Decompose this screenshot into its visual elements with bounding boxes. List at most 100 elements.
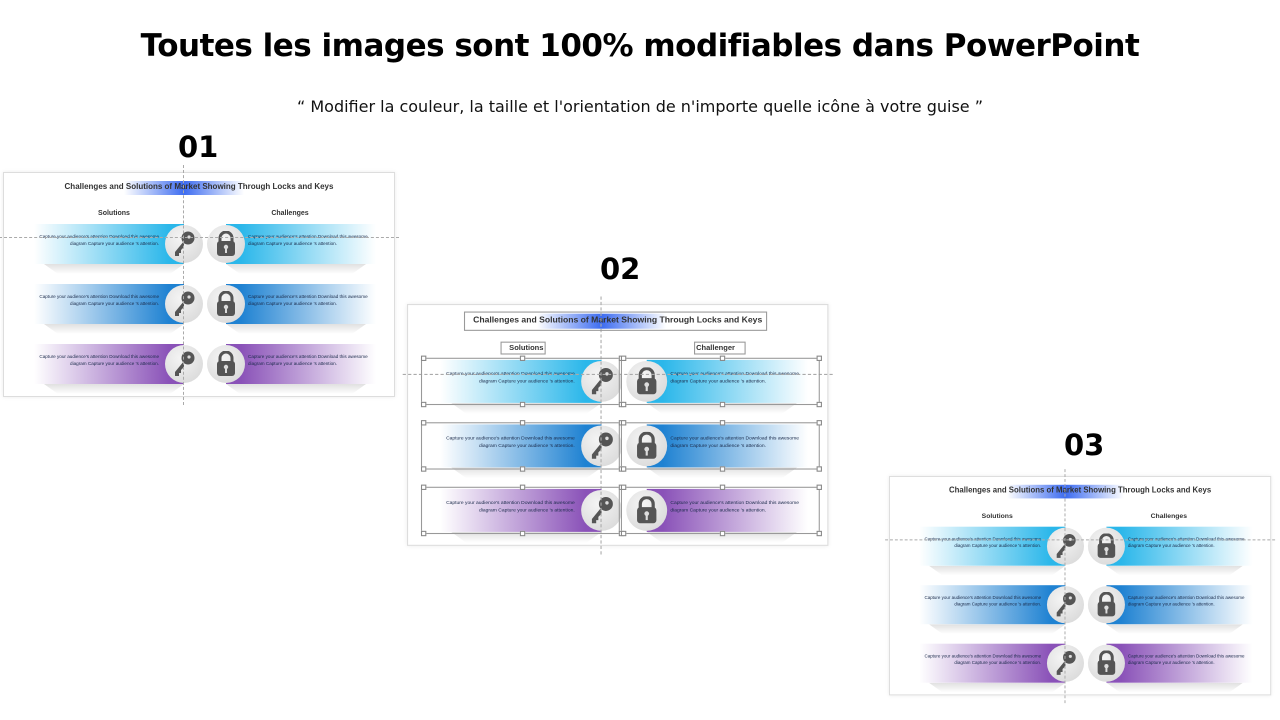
challenge-text: Capture your audience's attention Downlo… bbox=[670, 370, 799, 384]
resize-handle[interactable] bbox=[519, 530, 526, 537]
title-highlight bbox=[124, 181, 244, 195]
solution-band bbox=[440, 359, 602, 403]
resize-handle[interactable] bbox=[620, 420, 627, 426]
key-icon bbox=[165, 285, 203, 323]
key-icon bbox=[1046, 527, 1084, 565]
solution-band bbox=[34, 224, 184, 264]
selection-box[interactable] bbox=[420, 486, 620, 535]
lock-icon bbox=[1087, 586, 1125, 624]
horizontal-guide bbox=[402, 373, 833, 375]
solution-text: Capture your audience's attention Downlo… bbox=[39, 294, 159, 306]
lock-icon bbox=[207, 345, 245, 383]
lock-icon bbox=[626, 425, 668, 467]
slide-subtitle: “ Modifier la couleur, la taille et l'or… bbox=[296, 97, 984, 116]
solution-text: Capture your audience's attention Downlo… bbox=[446, 499, 575, 513]
band-shadow bbox=[1106, 624, 1243, 634]
resize-handle[interactable] bbox=[620, 401, 627, 408]
resize-handle[interactable] bbox=[719, 484, 726, 490]
resize-handle[interactable] bbox=[420, 401, 427, 408]
resize-handle[interactable] bbox=[816, 355, 822, 361]
vertical-guide bbox=[600, 296, 602, 555]
band-shadow bbox=[1106, 565, 1243, 576]
solution-band bbox=[440, 424, 602, 468]
band-shadow bbox=[646, 402, 798, 414]
solution-band bbox=[440, 488, 602, 532]
challenge-text: Capture your audience's attention Downlo… bbox=[1127, 653, 1245, 665]
slide-preview-02: Challenges and Solutions of Market Showi… bbox=[402, 296, 833, 555]
key-icon bbox=[165, 345, 203, 383]
resize-handle[interactable] bbox=[620, 530, 627, 537]
selection-box[interactable] bbox=[620, 422, 820, 470]
band-shadow bbox=[451, 531, 602, 543]
resize-handle[interactable] bbox=[420, 420, 427, 426]
resize-handle[interactable] bbox=[420, 484, 427, 490]
lock-icon bbox=[1087, 527, 1125, 565]
solution-band bbox=[34, 284, 184, 324]
solution-band bbox=[34, 344, 184, 384]
challenge-text: Capture your audience's attention Downlo… bbox=[248, 294, 368, 306]
resize-handle[interactable] bbox=[519, 420, 526, 426]
resize-handle[interactable] bbox=[420, 530, 427, 537]
resize-handle[interactable] bbox=[719, 530, 726, 537]
lock-icon bbox=[1087, 644, 1125, 682]
title-highlight bbox=[537, 313, 667, 329]
challenge-band bbox=[1106, 585, 1253, 625]
solution-text: Capture your audience's attention Downlo… bbox=[446, 435, 575, 448]
challenges-header: Challenger bbox=[696, 344, 735, 353]
key-icon bbox=[165, 225, 203, 263]
resize-handle[interactable] bbox=[719, 355, 726, 361]
resize-handle[interactable] bbox=[620, 355, 627, 361]
solution-text: Capture your audience's attention Downlo… bbox=[924, 653, 1042, 665]
key-icon bbox=[1046, 644, 1084, 682]
lock-icon bbox=[207, 225, 245, 263]
challenge-band bbox=[226, 344, 376, 384]
preview-title: Challenges and Solutions of Market Showi… bbox=[473, 314, 763, 325]
slide-title: Toutes les images sont 100% modifiables … bbox=[140, 28, 1140, 64]
header-selection-box[interactable] bbox=[500, 341, 546, 355]
example-number: 02 bbox=[600, 252, 641, 286]
challenges-header: Challenges bbox=[1150, 513, 1188, 520]
band-shadow bbox=[1106, 682, 1243, 693]
resize-handle[interactable] bbox=[816, 466, 822, 472]
challenge-band bbox=[1106, 643, 1253, 683]
resize-handle[interactable] bbox=[816, 484, 822, 490]
selection-box[interactable] bbox=[420, 422, 620, 470]
resize-handle[interactable] bbox=[719, 401, 726, 408]
resize-handle[interactable] bbox=[719, 466, 726, 472]
band-shadow bbox=[451, 402, 602, 414]
slide-preview-01: Challenges and Solutions of Market Showi… bbox=[0, 165, 399, 405]
solution-text: Capture your audience's attention Downlo… bbox=[924, 536, 1042, 548]
resize-handle[interactable] bbox=[620, 484, 627, 490]
band-shadow bbox=[226, 264, 366, 274]
resize-handle[interactable] bbox=[719, 420, 726, 426]
resize-handle[interactable] bbox=[420, 355, 427, 361]
challenge-text: Capture your audience's attention Downlo… bbox=[1127, 536, 1245, 548]
solution-text: Capture your audience's attention Downlo… bbox=[446, 370, 575, 384]
resize-handle[interactable] bbox=[816, 420, 822, 426]
resize-handle[interactable] bbox=[519, 484, 526, 490]
title-selection-box[interactable] bbox=[463, 311, 768, 331]
vertical-guide bbox=[183, 165, 184, 405]
band-shadow bbox=[44, 384, 184, 394]
solution-text: Capture your audience's attention Downlo… bbox=[39, 354, 159, 366]
selection-box[interactable] bbox=[420, 357, 620, 406]
solution-band bbox=[919, 526, 1066, 566]
resize-handle[interactable] bbox=[816, 401, 822, 408]
example-number: 01 bbox=[178, 130, 219, 164]
band-shadow bbox=[44, 264, 184, 274]
resize-handle[interactable] bbox=[420, 466, 427, 472]
resize-handle[interactable] bbox=[519, 466, 526, 472]
selection-box[interactable] bbox=[620, 486, 820, 535]
preview-title: Challenges and Solutions of Market Showi… bbox=[64, 182, 334, 191]
challenge-band bbox=[646, 424, 808, 468]
resize-handle[interactable] bbox=[620, 466, 627, 472]
selection-box[interactable] bbox=[620, 357, 820, 406]
header-selection-box[interactable] bbox=[694, 341, 746, 355]
resize-handle[interactable] bbox=[519, 401, 526, 408]
challenge-band bbox=[226, 284, 376, 324]
solutions-header: Solutions bbox=[981, 513, 1013, 520]
key-icon bbox=[1046, 586, 1084, 624]
resize-handle[interactable] bbox=[519, 355, 526, 361]
resize-handle[interactable] bbox=[816, 530, 822, 537]
challenge-text: Capture your audience's attention Downlo… bbox=[248, 234, 368, 246]
